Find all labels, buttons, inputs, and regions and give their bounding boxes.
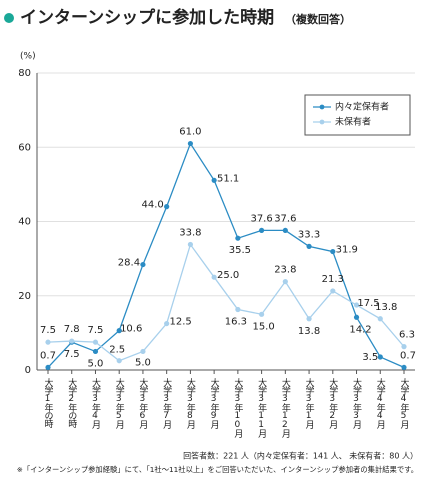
x-tick-label: 大学2年の時	[66, 377, 77, 428]
chart-title: インターンシップに参加した時期	[20, 7, 274, 28]
x-tick-label: 大学3年6月	[137, 377, 148, 430]
point	[140, 348, 146, 355]
data-label: 13.8	[298, 326, 320, 337]
data-label: 3.5	[362, 352, 378, 363]
data-label: 10.6	[120, 324, 142, 335]
legend-box	[304, 94, 411, 136]
x-tick-label: 大学3年1月	[304, 377, 315, 430]
point	[235, 306, 241, 313]
x-tick-label: 大学3年2月	[327, 377, 338, 430]
x-tick-label: 大学3年9月	[209, 377, 220, 430]
x-tick-label: 大学3年5月	[114, 377, 125, 430]
legend-marker	[319, 104, 325, 110]
data-label: 0.7	[400, 350, 416, 361]
point	[235, 235, 241, 241]
data-label: 15.0	[252, 321, 274, 332]
point	[401, 344, 407, 350]
point	[164, 320, 170, 327]
x-tick-label: 大学3年7月	[161, 377, 172, 430]
x-tick-label: 大学3年4月	[90, 377, 101, 430]
line	[47, 243, 405, 362]
chart-subtitle: （複数回答）	[285, 12, 351, 26]
data-label: 7.5	[64, 349, 80, 360]
data-label: 5.0	[135, 357, 151, 368]
point	[377, 354, 383, 360]
point	[45, 339, 51, 345]
data-label: 25.0	[217, 270, 239, 281]
data-label: 7.8	[64, 324, 80, 335]
data-label: 37.6	[250, 213, 272, 224]
data-label: 17.5	[357, 298, 379, 309]
x-tick-label: 大学4年5月	[399, 377, 410, 430]
title-dot	[4, 13, 14, 23]
point	[92, 348, 99, 355]
data-label: 33.3	[298, 229, 320, 240]
data-label: 23.8	[274, 265, 296, 276]
x-tick-label: 大学3年11月	[256, 377, 267, 439]
line	[47, 142, 405, 368]
y-tick-label: 80	[18, 68, 31, 79]
point	[116, 358, 122, 364]
point	[211, 274, 217, 280]
point	[92, 339, 99, 345]
data-label: 35.5	[229, 245, 251, 256]
data-label: 16.3	[225, 316, 247, 327]
data-label: 51.1	[217, 173, 239, 184]
data-label: 13.8	[375, 302, 397, 313]
data-label: 7.5	[88, 325, 104, 336]
x-tick-label: 大学3年10月	[232, 377, 243, 439]
data-label: 0.7	[40, 350, 56, 361]
x-tick-label: 大学1年の時	[43, 377, 54, 428]
data-label: 33.8	[179, 228, 201, 239]
data-label: 5.0	[88, 358, 104, 369]
point	[164, 204, 170, 210]
point	[116, 328, 122, 334]
point	[140, 261, 146, 268]
legend-marker	[319, 119, 325, 125]
data-label: 12.5	[170, 317, 192, 328]
point	[187, 241, 193, 248]
point	[353, 302, 360, 308]
point	[306, 243, 312, 249]
data-label: 2.5	[109, 345, 125, 356]
point	[282, 279, 288, 285]
legend-label: 内々定保有者	[335, 101, 389, 113]
point	[282, 227, 288, 234]
point	[259, 227, 265, 234]
point	[330, 248, 336, 255]
y-tick-label: 40	[18, 217, 31, 228]
x-tick-label: 大学3年12月	[280, 377, 291, 439]
point	[353, 314, 360, 320]
point	[69, 338, 75, 344]
data-label: 28.4	[118, 258, 140, 269]
legend-label: 未保有者	[335, 116, 371, 128]
x-tick-label: 大学3年3月	[351, 377, 362, 430]
data-label: 6.3	[399, 330, 415, 341]
note: ※「インターンシップ参加経験」にて、「1社～11社以上」をご回答いただいた、イン…	[17, 465, 418, 474]
point	[187, 140, 193, 147]
point	[377, 316, 383, 322]
y-tick-label: 60	[18, 142, 31, 153]
point	[45, 364, 51, 371]
data-label: 14.2	[349, 324, 371, 335]
point	[211, 177, 217, 183]
point	[401, 364, 407, 371]
data-label: 44.0	[142, 200, 164, 211]
data-label: 37.6	[274, 213, 296, 224]
x-tick-label: 大学3年8月	[185, 377, 196, 430]
data-label: 7.5	[40, 325, 56, 336]
x-tick-label: 大学4年4月	[375, 377, 386, 430]
y-unit: (%)	[20, 52, 36, 62]
point	[330, 288, 336, 294]
point	[306, 316, 312, 322]
data-label: 31.9	[336, 245, 358, 256]
y-tick-label: 20	[18, 291, 31, 302]
data-label: 21.3	[322, 274, 344, 285]
note: 回答者数：221 人（内々定保有者：141 人、 未保有者：80 人）	[183, 451, 418, 461]
point	[259, 311, 265, 317]
y-tick-label: 0	[25, 365, 31, 376]
data-label: 61.0	[179, 127, 201, 138]
